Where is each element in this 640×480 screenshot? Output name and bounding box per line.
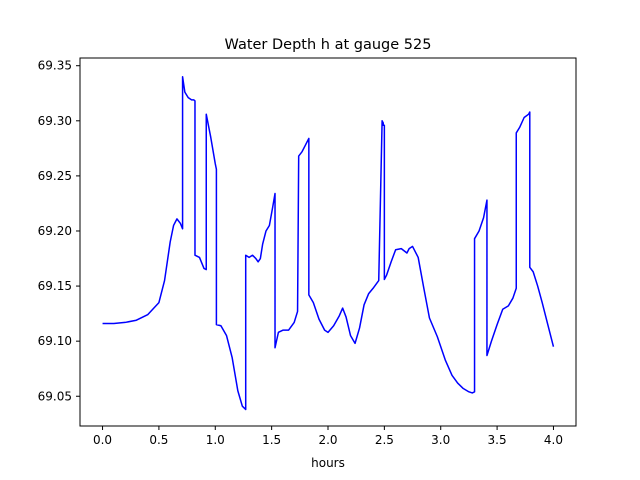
x-tick-label: 2.5 <box>375 433 394 447</box>
x-tick-label: 1.0 <box>206 433 225 447</box>
y-tick-label: 69.25 <box>38 169 72 183</box>
x-tick-label: 1.5 <box>262 433 281 447</box>
y-axis: 69.05 69.10 69.15 69.20 69.25 69.30 69.35 <box>38 59 80 403</box>
x-tick-label: 3.5 <box>488 433 507 447</box>
x-tick-label: 4.0 <box>544 433 563 447</box>
chart-title: Water Depth h at gauge 525 <box>225 37 432 53</box>
x-tick-label: 0.0 <box>93 433 112 447</box>
series-line <box>102 75 555 411</box>
x-tick-label: 0.5 <box>149 433 168 447</box>
y-tick-label: 69.20 <box>38 224 72 238</box>
x-tick-label: 2.0 <box>318 433 337 447</box>
x-tick-label: 3.0 <box>431 433 450 447</box>
y-tick-label: 69.05 <box>38 389 72 403</box>
plot-area <box>80 58 576 426</box>
y-tick-label: 69.35 <box>38 59 72 73</box>
y-tick-label: 69.10 <box>38 334 72 348</box>
y-tick-label: 69.30 <box>38 114 72 128</box>
x-axis: 0.0 0.5 1.0 1.5 2.0 2.5 3.0 3.5 4.0 <box>93 426 563 447</box>
y-tick-label: 69.15 <box>38 279 72 293</box>
x-axis-label: hours <box>311 456 345 470</box>
